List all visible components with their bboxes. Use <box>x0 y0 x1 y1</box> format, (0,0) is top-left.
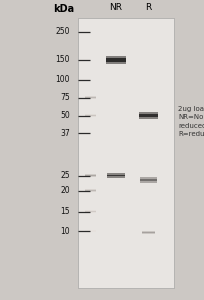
Bar <box>84 211 95 212</box>
Bar <box>84 189 95 192</box>
Bar <box>139 112 157 119</box>
Text: NR: NR <box>109 3 122 12</box>
Bar <box>139 179 156 181</box>
Bar <box>84 190 95 191</box>
Text: 37: 37 <box>60 129 69 138</box>
Text: 150: 150 <box>55 56 69 64</box>
Bar <box>106 58 125 62</box>
Text: R: R <box>145 3 151 12</box>
Text: 25: 25 <box>60 171 69 180</box>
Bar <box>142 232 154 233</box>
Bar <box>84 230 95 232</box>
Bar <box>84 174 95 177</box>
Text: 75: 75 <box>60 93 69 102</box>
Bar <box>84 210 95 213</box>
Bar <box>106 173 124 178</box>
Text: 2ug loading
NR=Non-
reduced
R=reduced: 2ug loading NR=Non- reduced R=reduced <box>177 106 204 137</box>
Bar <box>139 177 156 183</box>
Bar <box>84 175 95 176</box>
Text: 100: 100 <box>55 75 69 84</box>
Bar <box>142 231 154 234</box>
Bar <box>139 114 157 117</box>
Text: 50: 50 <box>60 111 69 120</box>
Bar <box>106 56 125 64</box>
Text: 250: 250 <box>55 27 69 36</box>
Text: 20: 20 <box>60 186 69 195</box>
Bar <box>84 115 95 116</box>
Bar <box>106 175 124 176</box>
Text: kDa: kDa <box>53 4 74 14</box>
Bar <box>84 96 95 99</box>
Bar <box>78 18 173 288</box>
Bar <box>84 230 95 232</box>
Text: 15: 15 <box>60 207 69 216</box>
Bar <box>84 97 95 98</box>
Text: 10: 10 <box>60 226 69 236</box>
Bar <box>84 114 95 117</box>
